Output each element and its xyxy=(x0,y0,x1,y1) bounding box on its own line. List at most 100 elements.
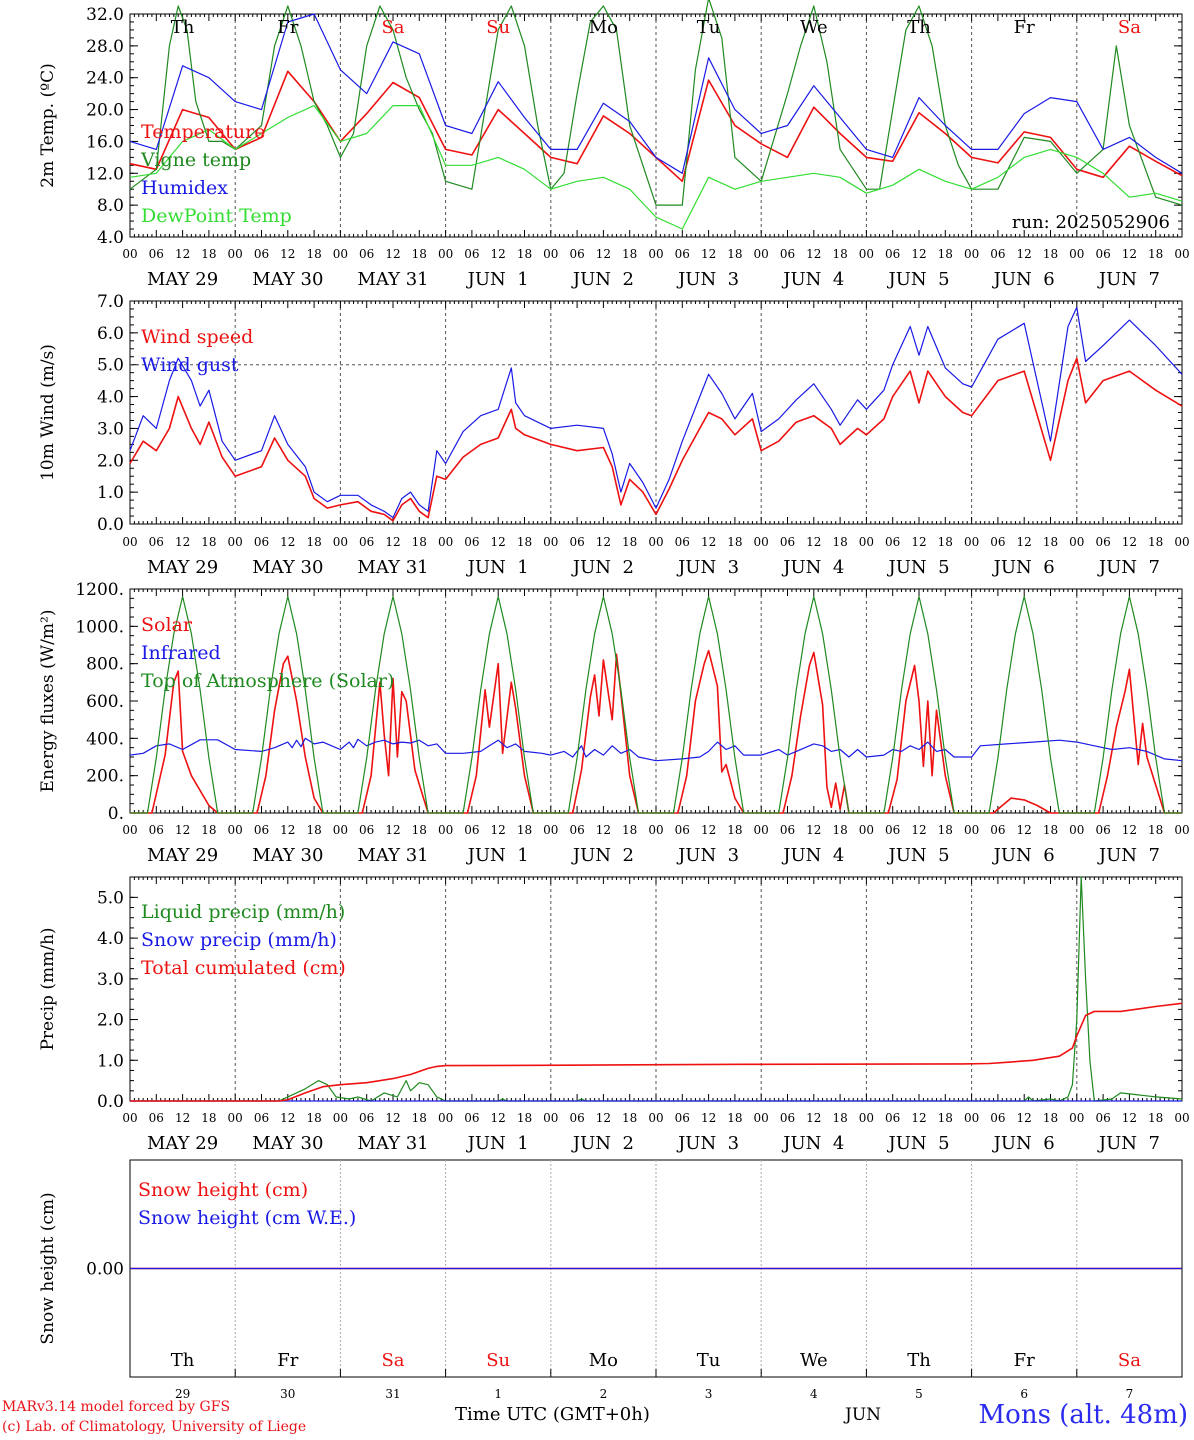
hour-tick-label: 00 xyxy=(122,823,137,837)
hour-tick-label: 12 xyxy=(806,1111,821,1125)
day-name-label: Th xyxy=(171,17,195,38)
date-label: JUN 3 xyxy=(676,269,739,290)
hour-tick-label: 12 xyxy=(385,823,400,837)
hour-tick-label: 18 xyxy=(201,1111,216,1125)
date-label: JUN 7 xyxy=(1097,1133,1160,1154)
day-name-label: Su xyxy=(486,17,510,38)
hour-tick-label: 00 xyxy=(859,247,874,261)
date-label: MAY 29 xyxy=(147,1133,218,1154)
y-tick-label: 4.0 xyxy=(97,228,124,248)
y-tick-label: 0.0 xyxy=(97,1092,124,1112)
hour-tick-label: 12 xyxy=(491,247,506,261)
hour-tick-label: 18 xyxy=(1043,247,1058,261)
date-label: JUN 6 xyxy=(992,1133,1055,1154)
day-number-label: 6 xyxy=(1020,1387,1028,1401)
hour-tick-label: 06 xyxy=(254,535,269,549)
hour-tick-label: 00 xyxy=(648,535,663,549)
hour-tick-label: 00 xyxy=(754,535,769,549)
hour-tick-label: 12 xyxy=(175,823,190,837)
hour-tick-label: 06 xyxy=(675,535,690,549)
date-label: JUN 6 xyxy=(992,557,1055,578)
y-tick-label: 24.0 xyxy=(86,69,124,89)
hour-tick-label: 06 xyxy=(149,247,164,261)
hour-tick-label: 06 xyxy=(675,247,690,261)
hour-tick-label: 12 xyxy=(596,535,611,549)
y-tick-label: 28.0 xyxy=(86,37,124,57)
hour-tick-label: 00 xyxy=(754,1111,769,1125)
legend-entry: Snow precip (mm/h) xyxy=(141,929,337,951)
hour-tick-label: 12 xyxy=(701,823,716,837)
hour-tick-label: 18 xyxy=(201,247,216,261)
hour-tick-label: 12 xyxy=(911,823,926,837)
hour-tick-label: 06 xyxy=(1095,247,1110,261)
plot-frame xyxy=(129,300,1183,525)
legend-entry: DewPoint Temp xyxy=(141,205,292,227)
hour-tick-label: 06 xyxy=(780,1111,795,1125)
hour-tick-label: 18 xyxy=(1148,247,1163,261)
hour-tick-label: 06 xyxy=(254,823,269,837)
station-label: Mons (alt. 48m) xyxy=(978,1400,1188,1430)
hour-tick-label: 12 xyxy=(911,535,926,549)
time-axis-label: Time UTC (GMT+0h) xyxy=(455,1404,650,1425)
hour-tick-label: 00 xyxy=(543,823,558,837)
hour-tick-label: 00 xyxy=(859,823,874,837)
day-name-label: Sa xyxy=(1118,17,1141,38)
hour-tick-label: 18 xyxy=(1148,1111,1163,1125)
hour-tick-label: 12 xyxy=(1017,247,1032,261)
day-number-label: 30 xyxy=(280,1387,295,1401)
hour-tick-label: 00 xyxy=(333,535,348,549)
y-tick-label: 1.0 xyxy=(97,483,124,503)
hour-tick-label: 00 xyxy=(333,823,348,837)
date-label: JUN 3 xyxy=(676,845,739,866)
date-label: JUN 4 xyxy=(781,557,844,578)
series-line-wind-gust xyxy=(129,306,1183,519)
hour-tick-label: 12 xyxy=(806,823,821,837)
hour-tick-label: 18 xyxy=(622,823,637,837)
hour-tick-label: 12 xyxy=(491,535,506,549)
hour-tick-label: 00 xyxy=(1174,1111,1189,1125)
hour-tick-label: 00 xyxy=(648,247,663,261)
hour-tick-label: 18 xyxy=(1043,1111,1058,1125)
day-name-label: Tu xyxy=(697,1350,721,1371)
hour-tick-label: 06 xyxy=(780,247,795,261)
date-label: JUN 4 xyxy=(781,845,844,866)
hour-tick-label: 12 xyxy=(175,247,190,261)
hour-tick-label: 00 xyxy=(228,535,243,549)
date-label: MAY 30 xyxy=(252,269,323,290)
date-label: MAY 31 xyxy=(357,845,428,866)
hour-tick-label: 00 xyxy=(228,823,243,837)
hour-tick-label: 18 xyxy=(727,535,742,549)
hour-tick-label: 12 xyxy=(175,535,190,549)
y-tick-label: 6.0 xyxy=(97,324,124,344)
hour-tick-label: 00 xyxy=(543,535,558,549)
hour-tick-label: 06 xyxy=(149,1111,164,1125)
hour-tick-label: 18 xyxy=(306,247,321,261)
hour-tick-label: 00 xyxy=(1174,823,1189,837)
hour-tick-label: 06 xyxy=(885,1111,900,1125)
hour-tick-label: 18 xyxy=(832,535,847,549)
day-name-label: Fr xyxy=(277,17,298,38)
y-tick-label: 32.0 xyxy=(86,5,124,25)
hour-tick-label: 12 xyxy=(491,823,506,837)
day-name-label: Fr xyxy=(1014,1350,1035,1371)
series-line-humidex xyxy=(129,13,1183,174)
y-tick-label: 2.0 xyxy=(97,1011,124,1031)
legend-entry: Vigne temp xyxy=(140,149,251,171)
date-label: MAY 29 xyxy=(147,269,218,290)
date-label: JUN 6 xyxy=(992,845,1055,866)
date-label: JUN 3 xyxy=(676,557,739,578)
date-label: JUN 5 xyxy=(886,557,949,578)
date-label: MAY 30 xyxy=(252,557,323,578)
date-label: JUN 1 xyxy=(466,1133,529,1154)
legend-entry: Infrared xyxy=(141,642,221,664)
hour-tick-label: 06 xyxy=(254,247,269,261)
chart-panel-4: 00 06 12 18 00 06 12 18 00 06 12 18 00 06 12 18 00 06 12 18… xyxy=(38,876,1190,1154)
date-label: JUN 4 xyxy=(781,269,844,290)
day-name-label: Mo xyxy=(589,1350,618,1371)
hour-tick-label: 18 xyxy=(1043,823,1058,837)
date-label: MAY 31 xyxy=(357,557,428,578)
chart-panel-5: 29 30 31 1 2 3 4 5 6 7 0.00 Snow height (cm) Snow he… xyxy=(38,1159,1183,1401)
day-name-label: We xyxy=(800,17,828,38)
hour-tick-label: 18 xyxy=(517,1111,532,1125)
